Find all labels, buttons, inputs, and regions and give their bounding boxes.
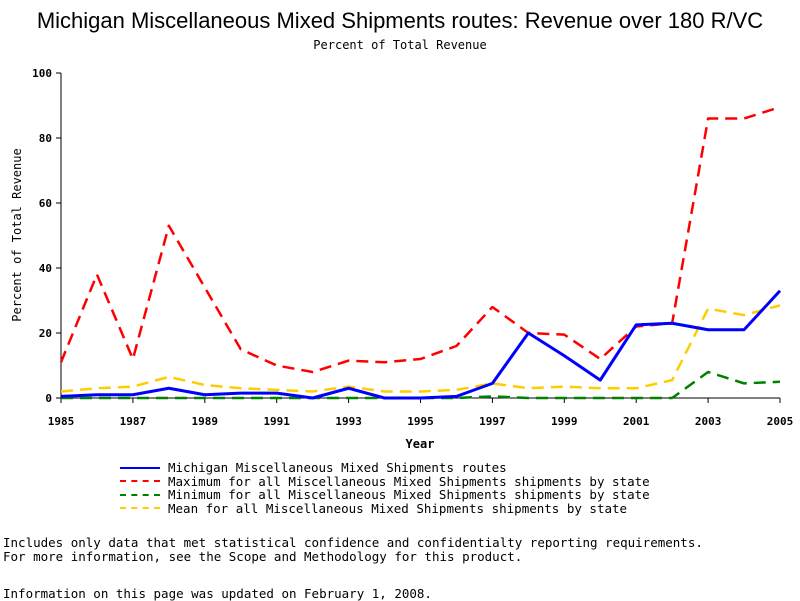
legend-label-michigan: Michigan Miscellaneous Mixed Shipments r… <box>168 460 507 476</box>
y-tick-label: 20 <box>39 327 52 340</box>
legend-item-minimum: Minimum for all Miscellaneous Mixed Ship… <box>120 487 650 503</box>
x-tick-label: 1991 <box>263 415 290 428</box>
legend-label-maximum: Maximum for all Miscellaneous Mixed Ship… <box>168 473 650 489</box>
legend: Michigan Miscellaneous Mixed Shipments r… <box>120 460 650 516</box>
x-tick-label: 1995 <box>407 415 434 428</box>
legend-swatch-michigan <box>120 466 160 469</box>
y-tick-label: 100 <box>32 67 52 80</box>
legend-swatch-maximum <box>120 480 160 483</box>
y-tick-label: 0 <box>45 392 52 405</box>
footnote-confidence: Includes only data that met statistical … <box>3 535 703 550</box>
line-chart: 0 20 40 60 80 100 1985 1987 1989 1991 1993 1995 1997… <box>10 67 793 451</box>
legend-item-maximum: Maximum for all Miscellaneous Mixed Ship… <box>120 473 650 489</box>
chart-title: Michigan Miscellaneous Mixed Shipments r… <box>36 8 764 33</box>
updated-note: Information on this page was updated on … <box>3 586 432 601</box>
legend-item-mean: Mean for all Miscellaneous Mixed Shipmen… <box>120 500 650 516</box>
y-tick-label: 60 <box>39 197 52 210</box>
x-tick-label: 2003 <box>695 415 722 428</box>
x-tick-label: 1985 <box>48 415 75 428</box>
chart-subtitle: Percent of Total Revenue <box>313 38 487 52</box>
x-tick-label: 1993 <box>335 415 362 428</box>
series-line-1 <box>59 105 781 374</box>
x-tick-label: 1997 <box>479 415 506 428</box>
x-tick-label: 2005 <box>767 415 794 428</box>
legend-label-mean: Mean for all Miscellaneous Mixed Shipmen… <box>168 500 628 516</box>
series-line-0 <box>60 289 782 400</box>
series-line-3 <box>60 304 781 393</box>
legend-swatch-mean <box>120 507 160 510</box>
axes: 0 20 40 60 80 100 1985 1987 1989 1991 1993 1995 1997… <box>32 67 793 428</box>
x-tick-label: 1987 <box>120 415 147 428</box>
y-axis-label: Percent of Total Revenue <box>10 148 24 321</box>
legend-item-michigan: Michigan Miscellaneous Mixed Shipments r… <box>120 460 650 476</box>
footnote-more-info: For more information, see the Scope and … <box>3 549 523 564</box>
legend-swatch-minimum <box>120 493 160 496</box>
series-line-2 <box>61 370 781 400</box>
legend-label-minimum: Minimum for all Miscellaneous Mixed Ship… <box>168 487 650 503</box>
x-axis-label: Year <box>406 437 435 451</box>
footnotes: Includes only data that met statistical … <box>3 536 703 564</box>
y-tick-label: 80 <box>39 132 52 145</box>
y-tick-label: 40 <box>39 262 52 275</box>
x-tick-label: 2001 <box>623 415 650 428</box>
x-tick-label: 1989 <box>192 415 219 428</box>
series-layer <box>59 105 782 400</box>
x-tick-label: 1999 <box>551 415 578 428</box>
